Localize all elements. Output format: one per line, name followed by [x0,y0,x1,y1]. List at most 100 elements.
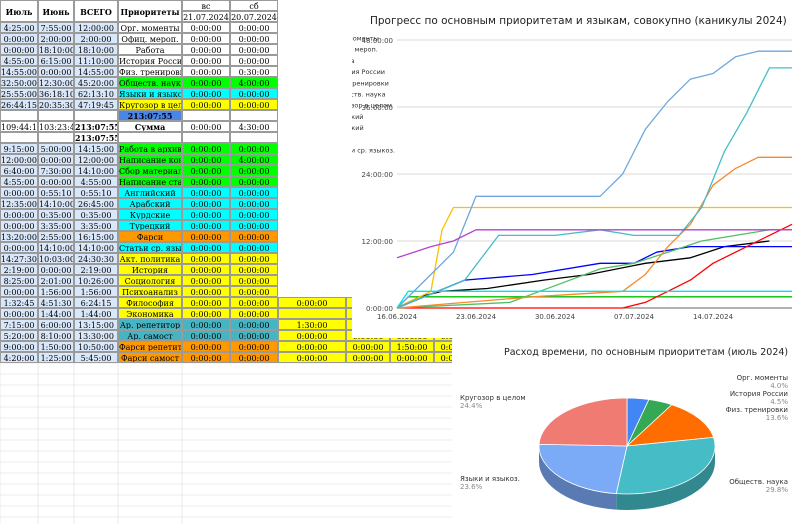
day-header[interactable]: вс [182,0,230,11]
sheet-cell[interactable]: 9:00:00 [0,341,38,352]
sheet-cell[interactable]: 0:00:00 [230,231,278,242]
sheet-cell[interactable]: 14:27:30 [0,253,38,264]
sheet-cell[interactable]: 12:00:00 [74,154,118,165]
sheet-cell[interactable]: 1:44:00 [38,308,74,319]
sheet-cell[interactable]: История [118,264,182,275]
sheet-cell[interactable]: 0:30:00 [230,66,278,77]
sheet-cell[interactable]: 109:44:15 [0,121,38,132]
sheet-cell[interactable]: 0:00:00 [0,242,38,253]
sheet-cell[interactable]: 0:00:00 [182,231,230,242]
sheet-cell[interactable]: 18:10:00 [74,44,118,55]
sheet-cell[interactable]: 0:00:00 [230,286,278,297]
sheet-cell[interactable]: 0:00:00 [182,22,230,33]
sheet-cell[interactable]: 4:55:00 [0,176,38,187]
sheet-cell[interactable]: 0:00:00 [182,253,230,264]
sheet-cell[interactable] [230,132,278,143]
sheet-cell[interactable]: 1:44:00 [74,308,118,319]
sheet-cell[interactable]: Психоанализ [118,286,182,297]
sheet-cell[interactable]: 36:18:10 [38,88,74,99]
sheet-cell[interactable]: 14:10:00 [38,198,74,209]
column-header[interactable]: Июль [0,0,38,22]
sheet-cell[interactable]: 26:45:00 [74,198,118,209]
sheet-cell[interactable]: 0:00:00 [278,330,346,341]
sheet-cell[interactable]: Экономика [118,308,182,319]
sheet-cell[interactable]: 0:00:00 [0,286,38,297]
sheet-cell[interactable]: 13:30:00 [74,330,118,341]
sheet-cell[interactable]: 2:01:00 [38,275,74,286]
sheet-cell[interactable]: 1:50:00 [38,341,74,352]
sheet-cell[interactable]: 0:00:00 [182,77,230,88]
sheet-cell[interactable]: 0:00:00 [346,341,390,352]
sheet-cell[interactable]: 0:00:00 [182,66,230,77]
column-header[interactable]: ВСЕГО [74,0,118,22]
sheet-cell[interactable]: 0:00:00 [182,187,230,198]
sheet-cell[interactable]: 32:50:00 [0,77,38,88]
sheet-cell[interactable]: 12:00:00 [0,154,38,165]
sheet-cell[interactable]: 13:15:00 [74,319,118,330]
sheet-cell[interactable]: 0:00:00 [230,275,278,286]
sheet-cell[interactable]: 0:00:00 [182,242,230,253]
sheet-cell[interactable]: 213:07:55 [74,121,118,132]
sheet-cell[interactable]: 0:00:00 [0,187,38,198]
sheet-cell[interactable]: 0:00:00 [230,209,278,220]
sheet-cell[interactable]: 0:00:00 [230,44,278,55]
sheet-cell[interactable]: 14:10:00 [74,242,118,253]
sheet-cell[interactable]: 0:00:00 [182,275,230,286]
sheet-cell[interactable] [182,110,230,121]
sheet-cell[interactable]: Обществ. наука [118,77,182,88]
sheet-cell[interactable]: 14:10:00 [38,242,74,253]
sheet-cell[interactable]: 14:55:00 [0,66,38,77]
sheet-cell[interactable]: 0:35:00 [38,209,74,220]
sheet-cell[interactable]: 4:00:00 [230,154,278,165]
sheet-cell[interactable]: 7:55:00 [38,22,74,33]
sheet-cell[interactable]: Работа [118,44,182,55]
sheet-cell[interactable]: 4:25:00 [0,22,38,33]
sheet-cell[interactable]: 1:56:00 [74,286,118,297]
sheet-cell[interactable]: 14:15:00 [74,143,118,154]
sheet-cell[interactable]: 6:40:00 [0,165,38,176]
sheet-cell[interactable]: 11:10:00 [74,55,118,66]
sheet-cell[interactable] [278,308,346,319]
sheet-cell[interactable]: Работа в архивах [118,143,182,154]
sheet-cell[interactable]: Написание конспр. [118,154,182,165]
sheet-cell[interactable]: 5:00:00 [38,143,74,154]
sheet-cell[interactable]: 0:00:00 [182,297,230,308]
sheet-cell[interactable]: 9:15:00 [0,143,38,154]
sheet-cell[interactable]: 0:00:00 [230,55,278,66]
sheet-cell[interactable]: 14:55:00 [74,66,118,77]
sheet-cell[interactable]: 12:35:00 [0,198,38,209]
sheet-cell[interactable]: 8:25:00 [0,275,38,286]
sheet-cell[interactable]: 0:00:00 [278,297,346,308]
sheet-cell[interactable]: 0:00:00 [182,319,230,330]
sheet-cell[interactable]: 0:00:00 [182,121,230,132]
sheet-cell[interactable] [0,132,38,143]
sheet-cell[interactable]: 0:00:00 [230,198,278,209]
sheet-cell[interactable]: 7:30:00 [38,165,74,176]
sheet-cell[interactable]: 0:00:00 [38,66,74,77]
sheet-cell[interactable]: Арабский [118,198,182,209]
sheet-cell[interactable]: 0:00:00 [38,176,74,187]
sheet-cell[interactable]: 0:00:00 [182,33,230,44]
sheet-cell[interactable]: Статьи ср. языкоз. [118,242,182,253]
sheet-cell[interactable]: Кругозор в целом [118,99,182,110]
sheet-cell[interactable]: 6:24:15 [74,297,118,308]
sheet-cell[interactable]: 0:00:00 [182,220,230,231]
sheet-cell[interactable]: 0:00:00 [230,220,278,231]
sheet-cell[interactable]: Акт. политика [118,253,182,264]
sheet-cell[interactable]: 0:00:00 [230,33,278,44]
sheet-cell[interactable]: 103:23:40 [38,121,74,132]
sheet-cell[interactable]: 4:51:30 [38,297,74,308]
sheet-cell[interactable]: 0:00:00 [390,352,434,363]
sheet-cell[interactable]: Языки и языкоз. [118,88,182,99]
sheet-cell[interactable]: 24:30:30 [74,253,118,264]
sheet-cell[interactable]: 0:00:00 [182,165,230,176]
sheet-cell[interactable]: 0:00:00 [230,308,278,319]
sheet-cell[interactable]: 0:00:00 [182,44,230,55]
sheet-cell[interactable]: 62:13:10 [74,88,118,99]
sheet-cell[interactable]: 0:00:00 [230,143,278,154]
sheet-cell[interactable]: 0:00:00 [182,55,230,66]
sheet-cell[interactable]: 0:00:00 [0,44,38,55]
sheet-cell[interactable]: 1:50:00 [390,341,434,352]
sheet-cell[interactable]: 4:55:00 [0,55,38,66]
sheet-cell[interactable]: 25:55:00 [0,88,38,99]
